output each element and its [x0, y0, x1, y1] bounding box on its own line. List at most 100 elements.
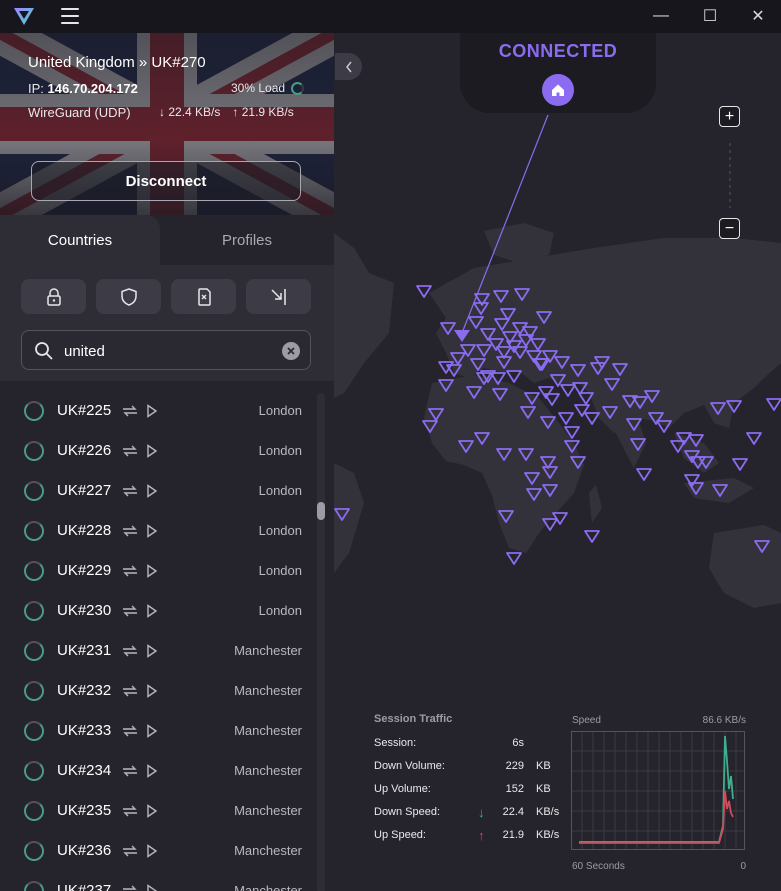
server-marker[interactable]	[754, 540, 770, 553]
server-marker[interactable]	[460, 344, 476, 357]
server-marker[interactable]	[542, 466, 558, 479]
server-marker[interactable]	[564, 440, 580, 453]
reconnect-icon[interactable]	[122, 884, 138, 891]
server-marker[interactable]	[688, 434, 704, 447]
connect-play-icon[interactable]	[146, 404, 158, 418]
maximize-button[interactable]: ☐	[697, 4, 723, 28]
server-marker[interactable]	[578, 392, 594, 405]
server-marker[interactable]	[636, 468, 652, 481]
tab-countries[interactable]: Countries	[0, 215, 160, 265]
server-marker[interactable]	[458, 440, 474, 453]
secure-core-filter-button[interactable]	[21, 279, 86, 314]
server-marker[interactable]	[524, 392, 540, 405]
zoom-out-button[interactable]: −	[719, 218, 740, 239]
connect-play-icon[interactable]	[146, 524, 158, 538]
server-marker[interactable]	[476, 372, 492, 385]
server-marker[interactable]	[542, 350, 558, 363]
server-row[interactable]: UK#227 London	[0, 471, 320, 511]
server-marker[interactable]	[476, 344, 492, 357]
server-marker[interactable]	[542, 518, 558, 531]
server-marker[interactable]	[630, 438, 646, 451]
server-marker[interactable]	[710, 402, 726, 415]
server-marker[interactable]	[552, 512, 568, 525]
server-marker[interactable]	[500, 308, 516, 321]
server-marker[interactable]	[530, 338, 546, 351]
server-marker[interactable]	[506, 552, 522, 565]
server-marker[interactable]	[488, 338, 504, 351]
reconnect-icon[interactable]	[122, 524, 138, 538]
reconnect-icon[interactable]	[122, 444, 138, 458]
connect-play-icon[interactable]	[146, 724, 158, 738]
active-server-marker[interactable]	[454, 330, 470, 342]
server-marker[interactable]	[496, 448, 512, 461]
search-box[interactable]	[21, 330, 311, 370]
server-marker[interactable]	[712, 484, 728, 497]
reconnect-icon[interactable]	[122, 604, 138, 618]
server-marker[interactable]	[522, 326, 538, 339]
server-marker[interactable]	[538, 386, 554, 399]
server-marker[interactable]	[416, 285, 432, 298]
server-marker[interactable]	[480, 370, 496, 383]
connect-play-icon[interactable]	[146, 804, 158, 818]
server-marker[interactable]	[536, 311, 552, 324]
server-marker[interactable]	[474, 432, 490, 445]
reconnect-icon[interactable]	[122, 684, 138, 698]
disconnect-button[interactable]: Disconnect	[31, 161, 301, 201]
server-marker[interactable]	[644, 390, 660, 403]
server-marker[interactable]	[622, 395, 638, 408]
server-marker[interactable]	[520, 406, 536, 419]
server-row[interactable]: UK#225 London	[0, 391, 320, 431]
server-marker[interactable]	[688, 482, 704, 495]
server-row[interactable]: UK#232 Manchester	[0, 671, 320, 711]
connect-play-icon[interactable]	[146, 444, 158, 458]
server-marker[interactable]	[428, 408, 444, 421]
clear-search-icon[interactable]	[282, 342, 300, 360]
server-row[interactable]: UK#233 Manchester	[0, 711, 320, 751]
server-marker[interactable]	[670, 440, 686, 453]
server-marker[interactable]	[502, 331, 518, 344]
server-marker[interactable]	[726, 400, 742, 413]
reconnect-icon[interactable]	[122, 844, 138, 858]
server-marker[interactable]	[570, 364, 586, 377]
server-row[interactable]: UK#228 London	[0, 511, 320, 551]
server-marker[interactable]	[648, 412, 664, 425]
server-marker[interactable]	[590, 362, 606, 375]
menu-icon[interactable]	[61, 8, 79, 24]
search-input[interactable]	[64, 341, 264, 361]
reconnect-icon[interactable]	[122, 644, 138, 658]
server-marker[interactable]	[438, 379, 454, 392]
tab-profiles[interactable]: Profiles	[221, 231, 273, 249]
server-marker[interactable]	[572, 382, 588, 395]
server-marker[interactable]	[493, 290, 509, 303]
server-marker[interactable]	[496, 346, 512, 359]
collapse-sidebar-button[interactable]	[335, 53, 362, 80]
connect-play-icon[interactable]	[146, 644, 158, 658]
server-marker[interactable]	[584, 412, 600, 425]
server-marker[interactable]	[574, 404, 590, 417]
server-marker[interactable]	[496, 356, 512, 369]
server-marker[interactable]	[468, 316, 484, 329]
server-row[interactable]: UK#236 Manchester	[0, 831, 320, 871]
server-marker[interactable]	[450, 352, 466, 365]
minimize-button[interactable]: —	[648, 4, 674, 28]
server-marker[interactable]	[473, 302, 489, 315]
connect-play-icon[interactable]	[146, 484, 158, 498]
server-marker[interactable]	[518, 334, 534, 347]
scrollbar-thumb[interactable]	[317, 502, 325, 520]
server-marker[interactable]	[612, 363, 628, 376]
connect-play-icon[interactable]	[146, 604, 158, 618]
zoom-in-button[interactable]: +	[719, 106, 740, 127]
server-marker[interactable]	[560, 384, 576, 397]
server-marker[interactable]	[550, 374, 566, 387]
server-marker[interactable]	[474, 293, 490, 306]
server-marker[interactable]	[684, 474, 700, 487]
server-marker[interactable]	[480, 328, 496, 341]
server-marker[interactable]	[554, 356, 570, 369]
home-location-button[interactable]	[542, 74, 574, 106]
server-marker[interactable]	[604, 378, 620, 391]
server-row[interactable]: UK#229 London	[0, 551, 320, 591]
server-marker[interactable]	[656, 420, 672, 433]
server-marker[interactable]	[524, 472, 540, 485]
server-marker[interactable]	[498, 510, 514, 523]
server-marker[interactable]	[540, 416, 556, 429]
